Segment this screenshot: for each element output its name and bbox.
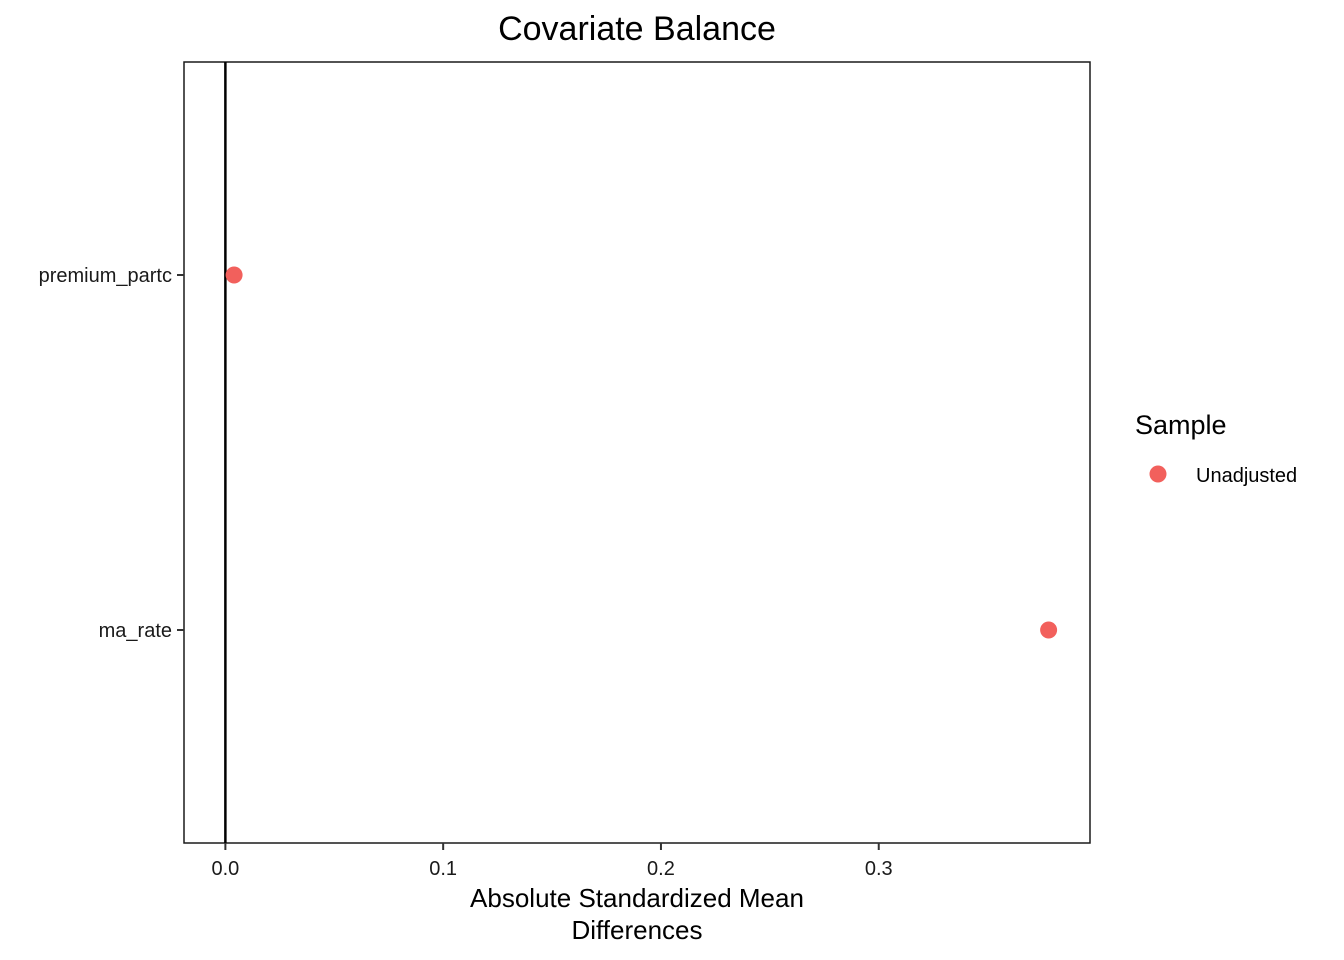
- x-tick-label: 0.2: [647, 858, 675, 880]
- point-ma-rate: [1040, 621, 1058, 639]
- x-axis: 0.0 0.1 0.2 0.3: [211, 843, 893, 880]
- x-axis-title-line-2: Differences: [571, 915, 702, 945]
- chart-title: Covariate Balance: [498, 10, 776, 48]
- legend-key-unadjusted: [1149, 465, 1167, 483]
- data-points: [225, 266, 1058, 639]
- y-axis: premium_partc ma_rate: [39, 265, 184, 642]
- legend-title: Sample: [1135, 410, 1227, 440]
- point-premium-partc: [225, 266, 243, 284]
- x-tick-label: 0.3: [865, 858, 893, 880]
- legend-label-unadjusted: Unadjusted: [1196, 465, 1297, 487]
- legend-entries: Unadjusted: [1149, 465, 1297, 487]
- x-tick-label: 0.1: [429, 858, 457, 880]
- y-tick-label-ma-rate: ma_rate: [99, 620, 172, 642]
- y-tick-label-premium-partc: premium_partc: [39, 265, 172, 287]
- plot-panel: [183, 61, 1091, 844]
- x-tick-label: 0.0: [211, 858, 239, 880]
- x-axis-title-line-1: Absolute Standardized Mean: [470, 883, 804, 913]
- legend: Sample Unadjusted: [1135, 410, 1297, 487]
